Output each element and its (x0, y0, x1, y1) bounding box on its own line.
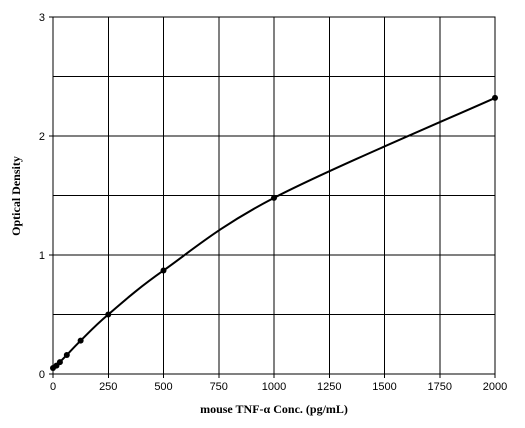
x-tick-label: 1750 (428, 381, 452, 393)
x-axis-ticks: 0 250 500 750 1000 1250 1500 1750 2000 (50, 374, 507, 393)
x-tick-label: 250 (99, 381, 117, 393)
y-tick-label: 0 (39, 369, 45, 381)
x-tick-label: 1250 (317, 381, 341, 393)
x-tick-label: 2000 (483, 381, 507, 393)
data-point (105, 311, 112, 318)
y-axis-ticks: 0 1 2 3 (39, 12, 53, 381)
x-tick-label: 1000 (262, 381, 286, 393)
data-point (492, 94, 498, 101)
data-point (160, 267, 167, 274)
data-point (271, 194, 277, 201)
y-tick-label: 3 (39, 12, 45, 24)
x-tick-label: 750 (210, 381, 228, 393)
x-tick-label: 1500 (372, 381, 396, 393)
x-tick-label: 0 (50, 381, 56, 393)
data-point (77, 337, 84, 344)
data-point (63, 351, 70, 358)
y-axis-title: Optical Density (9, 156, 23, 236)
x-axis-title: mouse TNF-α Conc. (pg/mL) (200, 402, 348, 416)
x-tick-label: 500 (154, 381, 172, 393)
y-tick-label: 1 (39, 250, 45, 262)
data-point (56, 359, 63, 366)
data-points (50, 94, 498, 372)
y-tick-label: 2 (39, 131, 45, 143)
